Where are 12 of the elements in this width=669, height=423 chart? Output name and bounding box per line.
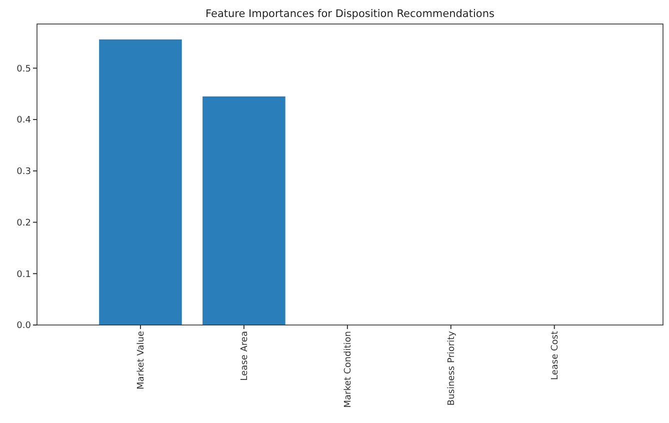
y-tick-label: 0.3: [16, 167, 31, 178]
y-tick-label: 0.0: [16, 321, 32, 332]
y-tick-label: 0.4: [16, 116, 32, 126]
chart-title: Feature Importances for Disposition Recommendations: [206, 8, 494, 20]
y-tick-label: 0.5: [16, 64, 31, 74]
y-tick-label: 0.1: [16, 270, 31, 280]
x-tick-label: Market Value: [136, 330, 147, 390]
x-tick-label: Business Priority: [447, 330, 458, 406]
x-tick-label: Market Condition: [344, 331, 354, 408]
x-tick-label: Lease Area: [240, 331, 250, 381]
x-tick-label: Lease Cost: [550, 330, 561, 380]
y-tick-label: 0.2: [16, 218, 31, 228]
